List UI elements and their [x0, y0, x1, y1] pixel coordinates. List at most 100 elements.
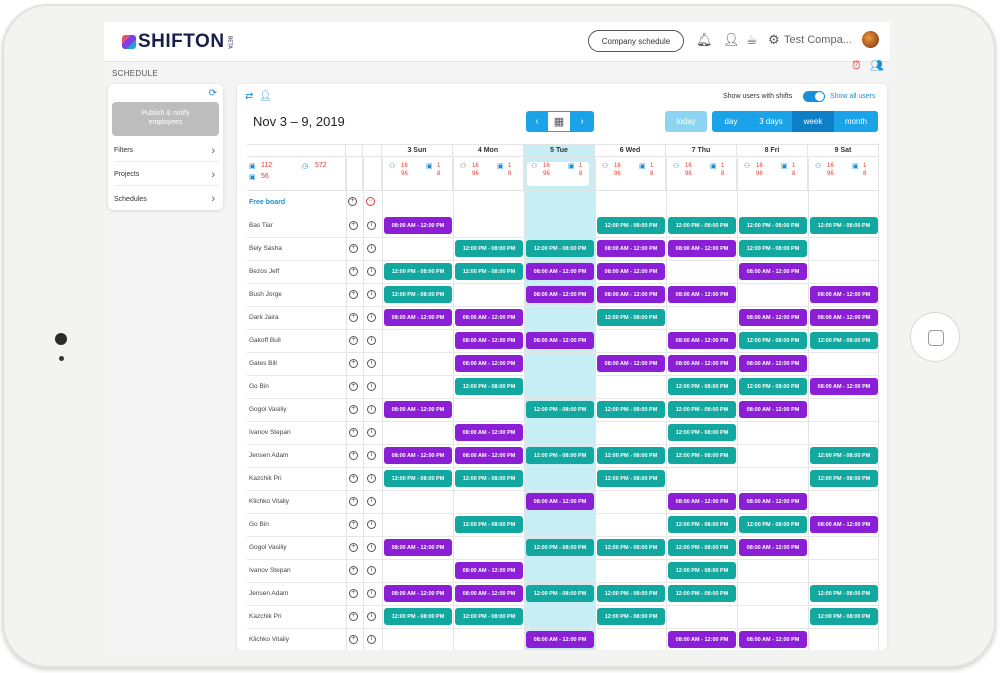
- shift-block[interactable]: 12:00 PM - 08:00 PM: [739, 516, 807, 533]
- employee-name[interactable]: Bezos Jeff: [249, 268, 280, 275]
- shift-block[interactable]: 08:00 AM - 12:00 PM: [526, 263, 594, 280]
- shift-block[interactable]: 12:00 PM - 08:00 PM: [668, 447, 736, 464]
- shift-block[interactable]: 12:00 PM - 08:00 PM: [384, 263, 452, 280]
- show-all-users-link[interactable]: Show all users: [830, 93, 876, 100]
- shift-block[interactable]: 08:00 AM - 12:00 PM: [526, 631, 594, 648]
- sync-icon[interactable]: ⇄: [245, 91, 254, 102]
- info-icon[interactable]: i: [367, 451, 376, 460]
- shift-block[interactable]: 08:00 AM - 12:00 PM: [384, 401, 452, 418]
- add-shift-icon[interactable]: +: [349, 543, 358, 552]
- info-icon[interactable]: i: [367, 520, 376, 529]
- info-icon[interactable]: i: [367, 543, 376, 552]
- shift-block[interactable]: 08:00 AM - 12:00 PM: [668, 493, 736, 510]
- info-icon[interactable]: i: [367, 382, 376, 391]
- add-shift-icon[interactable]: +: [349, 359, 358, 368]
- employee-name[interactable]: Bush Jorge: [249, 291, 282, 298]
- shift-block[interactable]: 12:00 PM - 08:00 PM: [739, 378, 807, 395]
- view-3days-button[interactable]: 3 days: [750, 111, 792, 132]
- add-shift-icon[interactable]: +: [349, 566, 358, 575]
- add-shift-icon[interactable]: +: [349, 589, 358, 598]
- add-shift-icon[interactable]: +: [349, 474, 358, 483]
- shift-block[interactable]: 12:00 PM - 08:00 PM: [810, 608, 878, 625]
- shift-block[interactable]: 08:00 AM - 12:00 PM: [739, 263, 807, 280]
- info-icon[interactable]: i: [367, 635, 376, 644]
- employee-name[interactable]: Gogol Vasiliy: [249, 544, 287, 551]
- avatar[interactable]: [862, 31, 879, 48]
- shift-block[interactable]: 12:00 PM - 08:00 PM: [739, 240, 807, 257]
- shift-block[interactable]: 12:00 PM - 08:00 PM: [739, 332, 807, 349]
- employee-name[interactable]: Go Bin: [249, 383, 269, 390]
- employee-name[interactable]: Bas Tiar: [249, 222, 273, 229]
- employee-name[interactable]: Kazchik Pri: [249, 475, 282, 482]
- shift-block[interactable]: 08:00 AM - 12:00 PM: [739, 355, 807, 372]
- info-icon[interactable]: i: [367, 474, 376, 483]
- shift-block[interactable]: 12:00 PM - 08:00 PM: [455, 608, 523, 625]
- employee-name[interactable]: Klichko Vitaliy: [249, 636, 289, 643]
- shift-block[interactable]: 12:00 PM - 08:00 PM: [597, 585, 665, 602]
- settings-sliders-icon[interactable]: ⚙︎: [768, 32, 780, 47]
- shift-block[interactable]: 08:00 AM - 12:00 PM: [810, 378, 878, 395]
- shift-block[interactable]: 12:00 PM - 08:00 PM: [526, 539, 594, 556]
- coffee-icon[interactable]: ☕︎: [746, 32, 758, 47]
- shift-block[interactable]: 12:00 PM - 08:00 PM: [455, 263, 523, 280]
- shift-block[interactable]: 12:00 PM - 08:00 PM: [668, 585, 736, 602]
- shift-block[interactable]: 08:00 AM - 12:00 PM: [597, 263, 665, 280]
- add-shift-icon[interactable]: +: [349, 451, 358, 460]
- employee-name[interactable]: Dark Jaira: [249, 314, 279, 321]
- shift-block[interactable]: 12:00 PM - 08:00 PM: [526, 585, 594, 602]
- add-shift-icon[interactable]: +: [349, 497, 358, 506]
- day-header[interactable]: 7 Thu: [666, 144, 737, 157]
- info-icon[interactable]: i: [367, 428, 376, 437]
- add-user-icon[interactable]: 👤︎: [259, 91, 272, 102]
- users-icon[interactable]: 👥︎: [870, 60, 884, 72]
- add-shift-icon[interactable]: +: [349, 244, 358, 253]
- info-icon[interactable]: i: [367, 566, 376, 575]
- shift-block[interactable]: 08:00 AM - 12:00 PM: [455, 332, 523, 349]
- shift-block[interactable]: 08:00 AM - 12:00 PM: [384, 585, 452, 602]
- shift-block[interactable]: 08:00 AM - 12:00 PM: [384, 447, 452, 464]
- shift-block[interactable]: 12:00 PM - 08:00 PM: [668, 516, 736, 533]
- employee-name[interactable]: Ivanov Stepan: [249, 567, 291, 574]
- shift-block[interactable]: 12:00 PM - 08:00 PM: [810, 447, 878, 464]
- shift-block[interactable]: 08:00 AM - 12:00 PM: [668, 286, 736, 303]
- view-month-button[interactable]: month: [834, 111, 878, 132]
- day-header[interactable]: 8 Fri: [737, 144, 808, 157]
- day-header[interactable]: 9 Sat: [808, 144, 879, 157]
- shift-block[interactable]: 12:00 PM - 08:00 PM: [455, 470, 523, 487]
- add-icon[interactable]: +: [348, 197, 357, 206]
- shift-block[interactable]: 08:00 AM - 12:00 PM: [455, 309, 523, 326]
- shift-block[interactable]: 08:00 AM - 12:00 PM: [810, 309, 878, 326]
- sidebar-item-filters[interactable]: Filters ›: [114, 140, 219, 162]
- shift-block[interactable]: 08:00 AM - 12:00 PM: [526, 286, 594, 303]
- add-shift-icon[interactable]: +: [349, 313, 358, 322]
- employee-name[interactable]: Gates Bill: [249, 360, 277, 367]
- shift-block[interactable]: 08:00 AM - 12:00 PM: [739, 631, 807, 648]
- shift-block[interactable]: 12:00 PM - 08:00 PM: [384, 470, 452, 487]
- day-header[interactable]: 3 Sun: [382, 144, 453, 157]
- shift-block[interactable]: 12:00 PM - 08:00 PM: [810, 332, 878, 349]
- employee-name[interactable]: Go Bin: [249, 521, 269, 528]
- refresh-icon[interactable]: ⟳: [208, 88, 217, 99]
- info-icon[interactable]: i: [367, 221, 376, 230]
- shift-block[interactable]: 08:00 AM - 12:00 PM: [455, 585, 523, 602]
- logo[interactable]: SHIFTON BETA: [122, 31, 233, 53]
- next-week-button[interactable]: ›: [570, 111, 594, 132]
- shift-block[interactable]: 08:00 AM - 12:00 PM: [739, 401, 807, 418]
- shift-block[interactable]: 08:00 AM - 12:00 PM: [526, 493, 594, 510]
- shift-block[interactable]: 12:00 PM - 08:00 PM: [668, 401, 736, 418]
- shift-block[interactable]: 08:00 AM - 12:00 PM: [384, 217, 452, 234]
- shift-block[interactable]: 08:00 AM - 12:00 PM: [455, 447, 523, 464]
- employee-name[interactable]: Kazchik Pri: [249, 613, 282, 620]
- info-icon[interactable]: i: [367, 497, 376, 506]
- info-icon[interactable]: i: [367, 290, 376, 299]
- shift-block[interactable]: 12:00 PM - 08:00 PM: [384, 286, 452, 303]
- shift-block[interactable]: 08:00 AM - 12:00 PM: [455, 355, 523, 372]
- shift-block[interactable]: 12:00 PM - 08:00 PM: [597, 401, 665, 418]
- company-schedule-button[interactable]: Company schedule: [588, 30, 684, 52]
- add-shift-icon[interactable]: +: [349, 428, 358, 437]
- shift-block[interactable]: 08:00 AM - 12:00 PM: [739, 493, 807, 510]
- add-shift-icon[interactable]: +: [349, 520, 358, 529]
- add-shift-icon[interactable]: +: [349, 290, 358, 299]
- shift-block[interactable]: 12:00 PM - 08:00 PM: [810, 585, 878, 602]
- shift-block[interactable]: 08:00 AM - 12:00 PM: [668, 332, 736, 349]
